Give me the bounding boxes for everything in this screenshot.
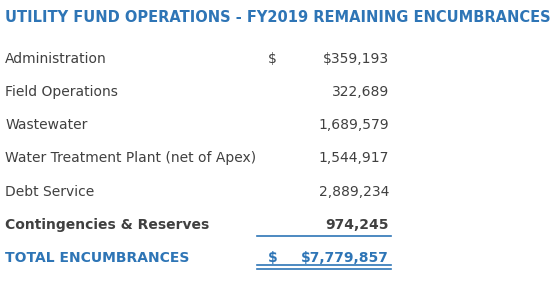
Text: $: $: [268, 251, 278, 265]
Text: 1,689,579: 1,689,579: [319, 118, 389, 132]
Text: Water Treatment Plant (net of Apex): Water Treatment Plant (net of Apex): [6, 152, 257, 166]
Text: 322,689: 322,689: [332, 85, 389, 99]
Text: $359,193: $359,193: [323, 52, 389, 66]
Text: 974,245: 974,245: [326, 218, 389, 232]
Text: 2,889,234: 2,889,234: [319, 184, 389, 199]
Text: Debt Service: Debt Service: [6, 184, 95, 199]
Text: Wastewater: Wastewater: [6, 118, 88, 132]
Text: Field Operations: Field Operations: [6, 85, 118, 99]
Text: $7,779,857: $7,779,857: [301, 251, 389, 265]
Text: $: $: [268, 52, 277, 66]
Text: UTILITY FUND OPERATIONS - FY2019 REMAINING ENCUMBRANCES (Q3): UTILITY FUND OPERATIONS - FY2019 REMAINI…: [6, 10, 554, 25]
Text: Contingencies & Reserves: Contingencies & Reserves: [6, 218, 209, 232]
Text: Administration: Administration: [6, 52, 107, 66]
Text: 1,544,917: 1,544,917: [319, 152, 389, 166]
Text: TOTAL ENCUMBRANCES: TOTAL ENCUMBRANCES: [6, 251, 189, 265]
